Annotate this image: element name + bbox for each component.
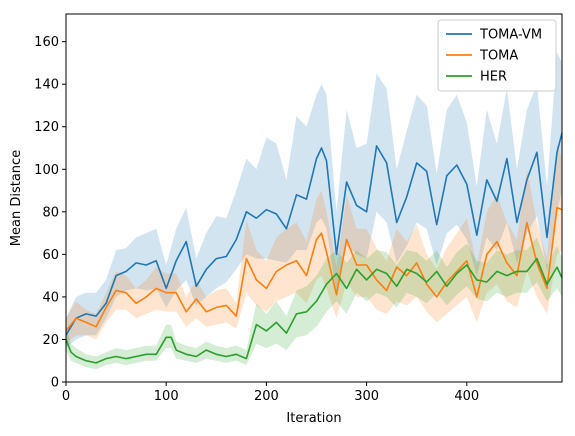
toma-vm-band [66,52,562,349]
y-axis-ticks: 0 20 40 60 80 100 120 140 160 [34,35,66,391]
x-axis-ticks: 0 100 200 300 400 [62,382,479,404]
legend-label-toma: TOMA [479,49,518,64]
toma-line [65,206,563,332]
toma-vm-line [65,132,563,336]
y-tick-label: 120 [34,120,59,135]
x-tick-label: 100 [154,389,179,404]
legend-label-her: HER [480,70,507,85]
y-axis-label: Mean Distance [9,150,24,246]
legend-box [437,19,557,92]
x-tick-label: 400 [454,389,479,404]
x-tick-label: 200 [254,389,279,404]
y-tick-label: 40 [42,290,59,305]
y-tick-label: 160 [34,35,59,50]
y-tick-label: 140 [34,78,59,93]
x-axis-label: Iteration [286,411,341,426]
plot-frame [65,13,563,383]
y-tick-label: 100 [34,163,59,178]
her-line [65,257,563,364]
legend: TOMA-VM TOMA HER [437,19,557,92]
y-tick-label: 80 [42,205,59,220]
y-tick-label: 0 [51,376,59,391]
y-tick-label: 20 [42,333,59,348]
legend-label-toma-vm: TOMA-VM [479,28,542,43]
x-tick-label: 300 [354,389,379,404]
series-lines [65,132,563,364]
y-tick-label: 60 [42,248,59,263]
confidence-bands [66,52,562,370]
x-tick-label: 0 [62,389,70,404]
